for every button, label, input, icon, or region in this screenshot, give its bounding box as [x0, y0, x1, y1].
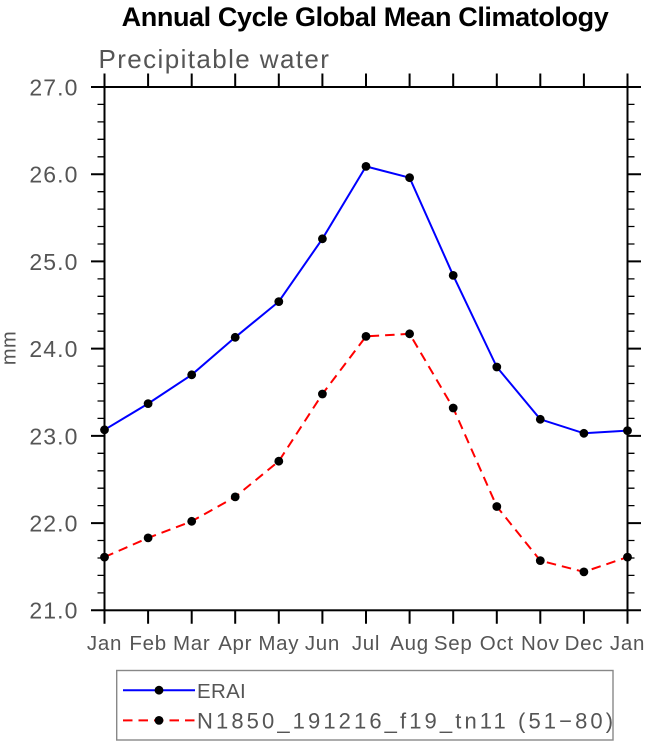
- svg-text:ERAI: ERAI: [197, 680, 246, 703]
- svg-text:Jan: Jan: [610, 632, 645, 655]
- svg-text:Annual Cycle Global Mean Clima: Annual Cycle Global Mean Climatology: [122, 2, 609, 32]
- svg-text:Jun: Jun: [305, 632, 340, 655]
- svg-text:Oct: Oct: [480, 632, 514, 655]
- svg-text:N1850_191216_f19_tn11 (51−80): N1850_191216_f19_tn11 (51−80): [197, 709, 616, 734]
- svg-text:Aug: Aug: [390, 632, 429, 655]
- svg-text:22.0: 22.0: [29, 511, 78, 537]
- svg-text:Feb: Feb: [129, 632, 166, 655]
- svg-text:Nov: Nov: [521, 632, 560, 655]
- svg-text:Sep: Sep: [434, 632, 473, 655]
- svg-text:26.0: 26.0: [29, 162, 78, 188]
- svg-text:27.0: 27.0: [29, 74, 78, 100]
- svg-text:Dec: Dec: [565, 632, 604, 655]
- svg-text:Precipitable water: Precipitable water: [99, 44, 331, 74]
- svg-text:Mar: Mar: [173, 632, 210, 655]
- svg-text:21.0: 21.0: [29, 598, 78, 624]
- svg-text:Apr: Apr: [218, 632, 252, 655]
- svg-text:May: May: [258, 632, 299, 655]
- svg-text:23.0: 23.0: [29, 423, 78, 449]
- svg-text:Jan: Jan: [87, 632, 122, 655]
- svg-text:25.0: 25.0: [29, 249, 78, 275]
- svg-text:24.0: 24.0: [29, 336, 78, 362]
- svg-text:mm: mm: [0, 331, 21, 365]
- svg-text:Jul: Jul: [352, 632, 380, 655]
